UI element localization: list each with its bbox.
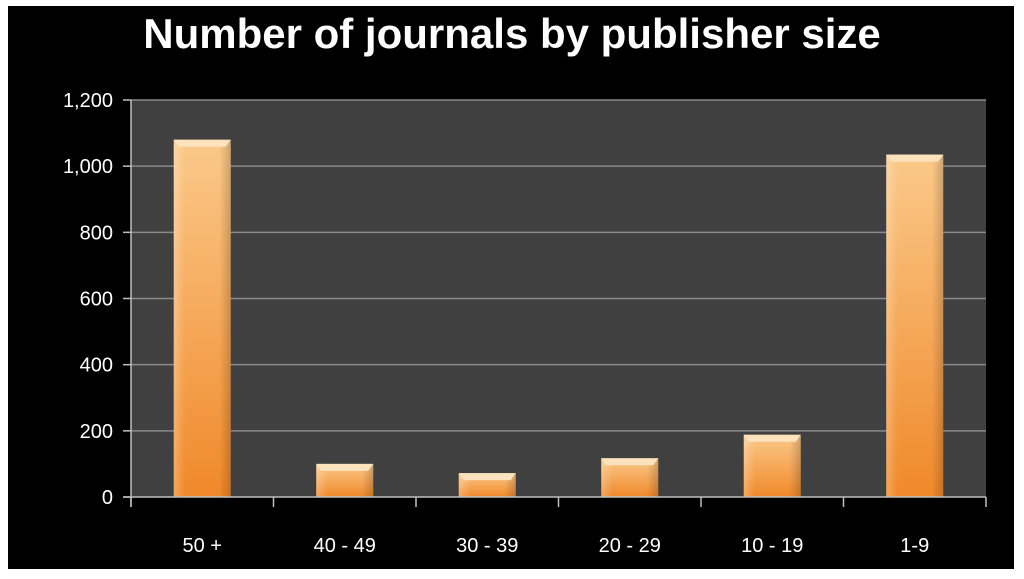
- bar-bevel: [886, 154, 944, 162]
- bar-bevel: [173, 139, 231, 147]
- bar: [886, 154, 944, 497]
- bar: [316, 463, 374, 497]
- bar-shade: [743, 434, 801, 497]
- y-tick-label: 1,200: [63, 90, 113, 112]
- bar-shade: [173, 139, 231, 497]
- y-tick-label: 800: [80, 222, 113, 244]
- bar: [743, 434, 801, 497]
- bar: [601, 458, 659, 497]
- bars: [173, 139, 944, 497]
- y-tick-labels: 0 200 400 600 800 1,000 1,200: [63, 90, 113, 509]
- bar-bevel: [743, 434, 801, 442]
- y-tick-label: 400: [80, 355, 113, 377]
- x-tick-label: 40 - 49: [314, 535, 376, 557]
- bar: [458, 473, 516, 497]
- bar-bevel: [601, 458, 659, 466]
- x-tick-label: 1-9: [900, 535, 929, 557]
- bar-bevel: [458, 473, 516, 481]
- bar: [173, 139, 231, 497]
- x-tick-label: 50 +: [183, 535, 222, 557]
- axes: [123, 99, 987, 507]
- gridlines: [131, 99, 986, 432]
- x-tick-label: 30 - 39: [456, 535, 518, 557]
- x-tick-label: 10 - 19: [741, 535, 803, 557]
- x-tick-label: 20 - 29: [599, 535, 661, 557]
- bar-shade: [886, 154, 944, 497]
- x-tick-labels: 50 + 40 - 49 30 - 39 20 - 29 10 - 19 1-9: [183, 535, 930, 557]
- chart-title: Number of journals by publisher size: [143, 10, 881, 57]
- y-tick-label: 200: [80, 421, 113, 443]
- y-tick-label: 600: [80, 289, 113, 311]
- bar-bevel: [316, 463, 374, 471]
- y-tick-label: 1,000: [63, 156, 113, 178]
- y-tick-label: 0: [102, 487, 113, 509]
